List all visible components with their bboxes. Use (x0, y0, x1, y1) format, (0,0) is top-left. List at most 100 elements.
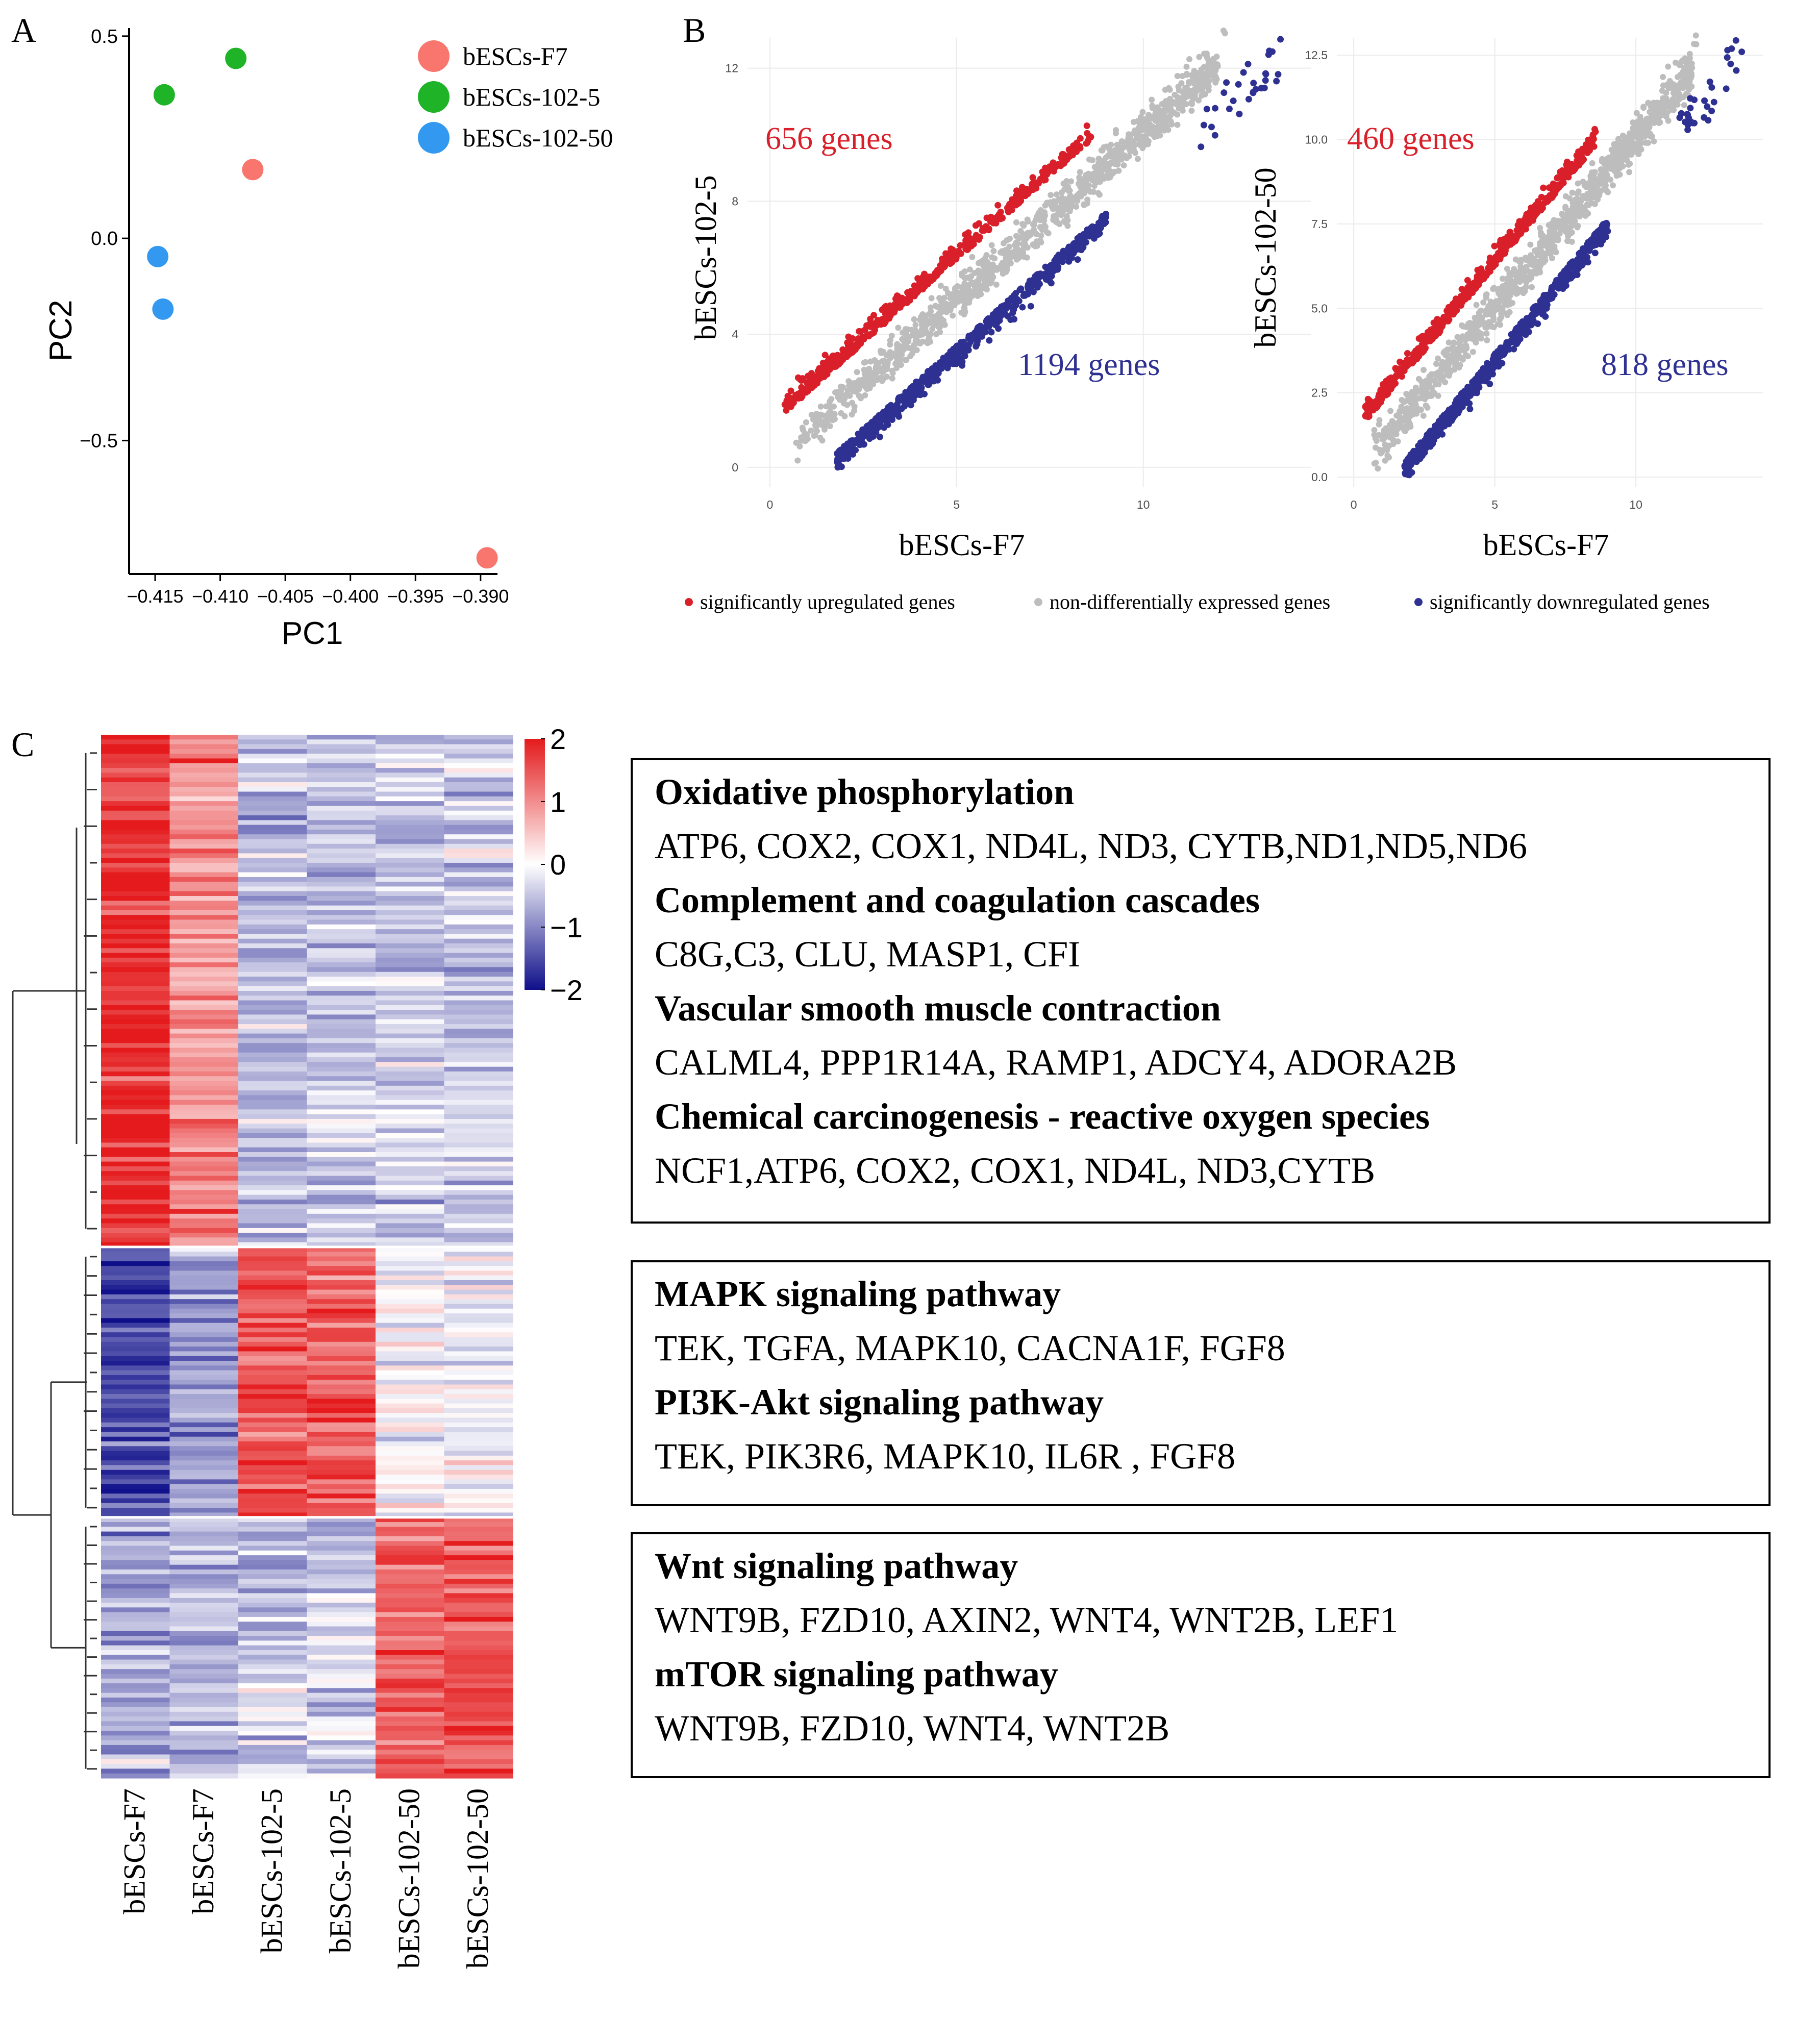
sc2-point-down (1738, 48, 1746, 56)
sc2-point-down (1448, 417, 1455, 425)
sc1-point-up (834, 353, 841, 360)
heatmap-cell (169, 1000, 239, 1006)
sc2-point-nondiff (1482, 324, 1489, 331)
sc1-point-nondiff (950, 297, 956, 304)
heatmap-cell (444, 990, 513, 996)
sc2-point-up (1529, 217, 1536, 224)
sc1-point-up (806, 375, 813, 382)
sc1-point-down (1097, 225, 1104, 232)
sc2-point-nondiff (1615, 138, 1622, 145)
sc2-point-nondiff (1564, 225, 1571, 231)
heatmap-cell (238, 877, 308, 882)
sc1-point-nondiff (1149, 128, 1156, 135)
sc1-point-nondiff (975, 292, 981, 299)
sc2-point-down (1524, 317, 1531, 325)
heatmap-cell (238, 1014, 308, 1020)
heatmap-cell (238, 820, 308, 826)
sc1-point-nondiff (1189, 93, 1195, 100)
scatter-legend-marker (1034, 598, 1042, 606)
sc1-point-nondiff (1019, 220, 1026, 227)
sc2-point-nondiff (1423, 402, 1429, 409)
sc2-point-nondiff (1580, 179, 1586, 185)
sc1-point-up (864, 331, 871, 338)
sc2-point-down (1456, 397, 1463, 404)
heatmap-cell (376, 886, 445, 892)
sc2-point-nondiff (1619, 132, 1626, 139)
sc2-point-down (1684, 126, 1691, 133)
heatmap-cell (238, 891, 308, 896)
sc1-point-down (1273, 78, 1280, 85)
sc2-point-down (1579, 245, 1586, 252)
sc2-point-nondiff (1435, 355, 1441, 362)
heatmap-cell (444, 919, 513, 925)
sc2-point-nondiff (1499, 276, 1506, 282)
sc1-point-nondiff (883, 352, 890, 359)
heatmap-cell (307, 839, 376, 844)
sc2-point-nondiff (1553, 249, 1559, 256)
heatmap-cell (376, 1014, 445, 1020)
sc1-point-down (1266, 47, 1273, 55)
heatmap-cell (169, 777, 239, 783)
heatmap-cell (238, 886, 308, 892)
heatmap-cell (101, 1000, 170, 1006)
sc2-point-nondiff (1499, 295, 1506, 302)
heatmap-cell (307, 768, 376, 773)
sc2-point-down (1429, 428, 1436, 435)
sc2-point-down (1603, 219, 1610, 227)
sc2-point-down (1486, 361, 1493, 368)
sc1-point-down (1226, 105, 1233, 112)
heatmap-cell (444, 1000, 513, 1006)
sc1-point-nondiff (1158, 110, 1164, 117)
sc1-point-down (1250, 89, 1257, 96)
sc1-point-nondiff (917, 314, 924, 320)
heatmap-cell (444, 744, 513, 750)
heatmap-cell (101, 1019, 170, 1025)
sc1-point-nondiff (935, 323, 942, 330)
sc1-point-nondiff (1163, 107, 1169, 113)
scatter2-down-count-label: 818 genes (1601, 347, 1729, 382)
heatmap-cell (238, 872, 308, 878)
sc1-point-nondiff (1012, 240, 1019, 246)
sc1-point-down (901, 403, 908, 410)
sc1-point-nondiff (1161, 127, 1167, 134)
sc2-point-nondiff (1688, 83, 1695, 90)
sc2-point-up (1580, 156, 1587, 163)
sc2-point-down (1499, 344, 1506, 352)
sc2-point-up (1422, 345, 1429, 352)
sc2-point-nondiff (1607, 176, 1614, 183)
sc1-point-nondiff (1103, 155, 1109, 161)
heatmap-cell (169, 839, 239, 844)
sc2-point-nondiff (1512, 256, 1519, 263)
sc1-point-down (1025, 282, 1032, 289)
sc2-point-nondiff (1591, 169, 1598, 176)
sc2-point-nondiff (1502, 301, 1508, 308)
sc2-point-down (1687, 105, 1694, 112)
sc1-point-down (990, 320, 998, 327)
sc1-point-up (962, 245, 969, 253)
sc2-point-nondiff (1623, 145, 1630, 152)
sc1-point-nondiff (911, 316, 917, 322)
sc1-point-nondiff (936, 295, 943, 302)
heatmap-cell (238, 1010, 308, 1015)
sc2-point-up (1440, 314, 1448, 321)
sc1-point-nondiff (933, 331, 939, 337)
sc1-point-nondiff (978, 285, 985, 292)
sc1-point-down (848, 444, 855, 452)
heatmap-cell (238, 896, 308, 901)
heatmap-cell (376, 829, 445, 835)
sc1-point-nondiff (1170, 99, 1177, 106)
sc2-point-up (1491, 242, 1498, 250)
sc1-point-nondiff (1174, 121, 1181, 128)
sc2-point-nondiff (1423, 386, 1429, 393)
sc1-point-nondiff (1154, 133, 1161, 139)
sc2-point-nondiff (1473, 338, 1479, 345)
sc1-point-down (844, 455, 852, 462)
sc2-point-down (1529, 311, 1536, 318)
heatmap-cell (444, 839, 513, 844)
sc1-point-nondiff (1111, 168, 1118, 175)
heatmap-cell (376, 1019, 445, 1025)
pca-x-tick-label: −0.410 (192, 586, 248, 607)
scatter2-up-count-label: 460 genes (1347, 121, 1475, 156)
sc1-point-up (1006, 201, 1013, 208)
heatmap-cell (101, 901, 170, 906)
